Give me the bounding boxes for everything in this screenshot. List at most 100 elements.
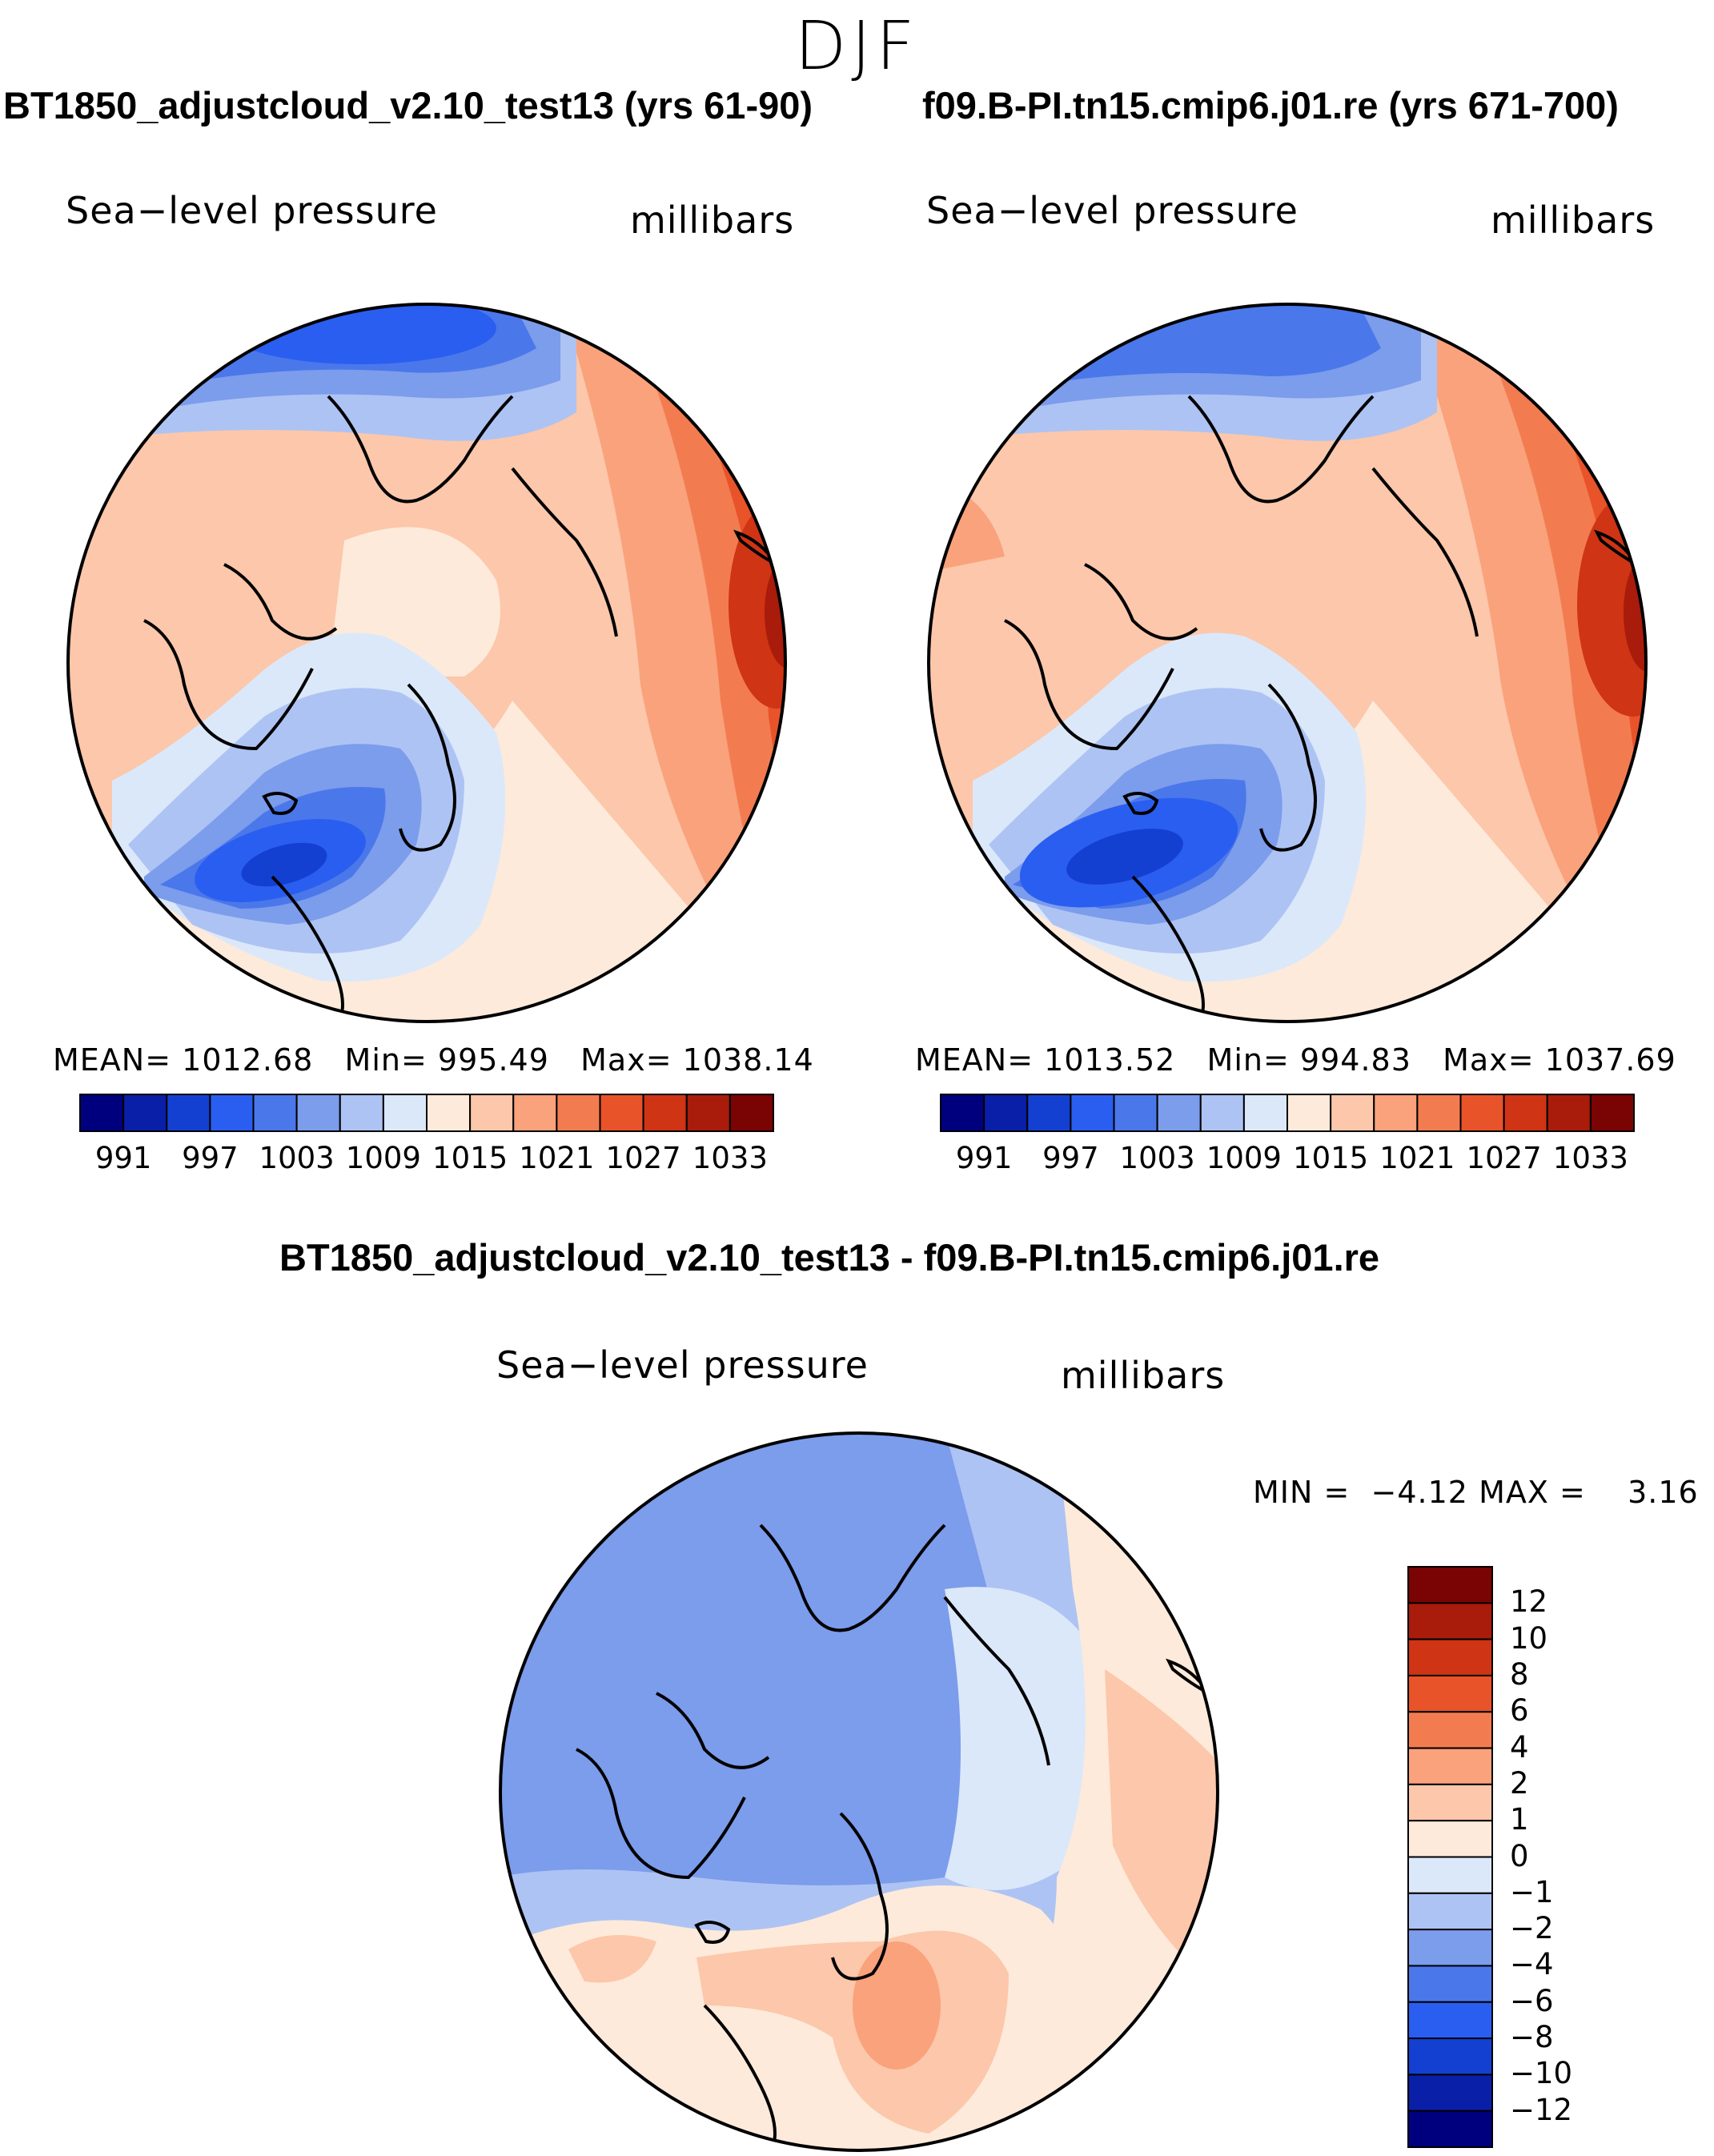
colorbar-tick-label: 991 <box>94 1141 152 1175</box>
panel2-units: millibars <box>1491 199 1656 242</box>
colorbar-swatch <box>1407 1783 1493 1822</box>
colorbar-swatch <box>1407 1566 1493 1604</box>
colorbar-swatch <box>1070 1094 1115 1132</box>
colorbar-tick-label: 1027 <box>605 1141 681 1175</box>
field-region <box>1105 1669 1218 1989</box>
colorbar-swatch <box>1373 1094 1419 1132</box>
colorbar-swatch <box>556 1094 601 1132</box>
panel1-variable: Sea−level pressure <box>66 189 438 232</box>
colorbar-swatch <box>1407 1856 1493 1894</box>
colorbar-swatch <box>599 1094 644 1132</box>
colorbar-tick-label: −6 <box>1510 1983 1554 2018</box>
colorbar-swatch <box>940 1094 985 1132</box>
max-label: MAX = <box>1479 1475 1586 1510</box>
colorbar-swatch <box>252 1094 298 1132</box>
colorbar-swatch <box>339 1094 384 1132</box>
panel3-units: millibars <box>1061 1354 1226 1397</box>
iceland-coastline <box>262 792 299 815</box>
min-label: Min= <box>1206 1042 1290 1078</box>
field-region <box>765 556 785 668</box>
colorbar-tick-label: 1021 <box>519 1141 595 1175</box>
field-region <box>224 304 496 364</box>
colorbar-tick-label: 1003 <box>1119 1141 1195 1175</box>
colorbar-swatch <box>1026 1094 1072 1132</box>
colorbar-swatch <box>512 1094 558 1132</box>
colorbar-tick-label: −2 <box>1510 1911 1554 1946</box>
colorbar-tick-label: 12 <box>1510 1584 1548 1620</box>
panel2-map <box>927 303 1648 1023</box>
colorbar-swatch <box>1407 1674 1493 1713</box>
colorbar-swatch <box>1546 1094 1592 1132</box>
colorbar-tick-label: 2 <box>1510 1765 1529 1801</box>
panel2-title: f09.B-PI.tn15.cmip6.j01.re (yrs 671-700) <box>922 84 1619 126</box>
coastline <box>1004 395 1479 1022</box>
min-value: 995.49 <box>437 1042 549 1078</box>
coastline <box>576 1524 1050 2150</box>
field-region <box>500 1433 1012 1885</box>
max-value: 1038.14 <box>682 1042 814 1078</box>
colorbar-swatch <box>469 1094 515 1132</box>
colorbar-swatch <box>295 1094 341 1132</box>
panel3-stats: MIN = −4.12 MAX = 3.16 <box>1253 1475 1699 1510</box>
colorbar-swatch <box>983 1094 1029 1132</box>
colorbar-tick-label: 1015 <box>432 1141 508 1175</box>
colorbar-tick-label: −10 <box>1510 2056 1573 2091</box>
min-label: Min= <box>344 1042 427 1078</box>
panel1-colorbar <box>79 1094 774 1132</box>
colorbar-tick-label: 1027 <box>1466 1141 1542 1175</box>
colorbar-swatch <box>1287 1094 1332 1132</box>
mean-value: 1013.52 <box>1044 1042 1176 1078</box>
colorbar-swatch <box>1156 1094 1202 1132</box>
colorbar-swatch <box>122 1094 168 1132</box>
min-value: −4.12 <box>1371 1475 1468 1510</box>
colorbar-tick-label: 1015 <box>1293 1141 1369 1175</box>
colorbar-swatch <box>1503 1094 1548 1132</box>
colorbar-tick-label: 10 <box>1510 1620 1548 1656</box>
field-region <box>977 1433 1218 2150</box>
min-value: 994.83 <box>1299 1042 1411 1078</box>
max-value: 1037.69 <box>1544 1042 1676 1078</box>
iceland-coastline <box>1122 792 1159 815</box>
colorbar-tick-label: 1 <box>1510 1802 1529 1837</box>
colorbar-swatch <box>1407 1929 1493 1967</box>
colorbar-tick-label: 4 <box>1510 1729 1529 1765</box>
colorbar-swatch <box>426 1094 472 1132</box>
max-label: Max= <box>580 1042 672 1078</box>
colorbar-tick-label: 1033 <box>692 1141 768 1175</box>
field-region <box>1061 304 1381 380</box>
colorbar-swatch <box>1407 2038 1493 2076</box>
colorbar-tick-label: 1033 <box>1552 1141 1628 1175</box>
map-border <box>499 1431 1219 2152</box>
colorbar-tick-label: 1009 <box>1206 1141 1282 1175</box>
panel2-variable: Sea−level pressure <box>926 189 1299 232</box>
field-region <box>1624 552 1646 672</box>
colorbar-tick-label: 1021 <box>1379 1141 1455 1175</box>
colorbar-tick-label: 1009 <box>345 1141 421 1175</box>
season-title: DJF <box>794 6 920 85</box>
colorbar-swatch <box>166 1094 211 1132</box>
min-label: MIN = <box>1253 1475 1351 1510</box>
colorbar-swatch <box>729 1094 774 1132</box>
max-value: 3.16 <box>1628 1475 1699 1510</box>
colorbar-swatch <box>209 1094 255 1132</box>
colorbar-swatch <box>1407 1820 1493 1858</box>
colorbar-tick-label: −12 <box>1510 2092 1573 2127</box>
panel2-colorbar <box>940 1094 1635 1132</box>
max-label: Max= <box>1443 1042 1535 1078</box>
colorbar-swatch <box>1407 1892 1493 1931</box>
panel3-colorbar <box>1407 1566 1493 2148</box>
colorbar-swatch <box>1407 1638 1493 1676</box>
colorbar-swatch <box>1407 2074 1493 2112</box>
colorbar-swatch <box>1330 1094 1375 1132</box>
field-region <box>241 842 327 887</box>
iceland-coastline <box>694 1921 731 1944</box>
colorbar-tick-label: −8 <box>1510 2020 1554 2055</box>
panel3-variable: Sea−level pressure <box>496 1343 869 1387</box>
field-region <box>1066 829 1183 885</box>
colorbar-swatch <box>642 1094 688 1132</box>
map-border <box>927 303 1648 1023</box>
colorbar-tick-label: −4 <box>1510 1947 1554 1982</box>
colorbar-swatch <box>1407 2110 1493 2148</box>
coastline <box>143 395 618 1022</box>
colorbar-swatch <box>79 1094 125 1132</box>
